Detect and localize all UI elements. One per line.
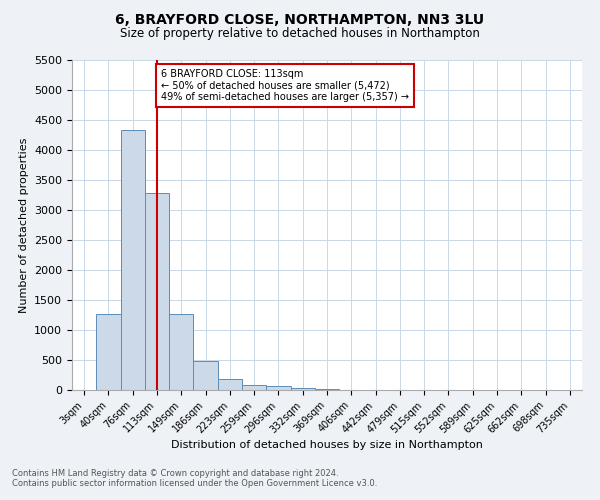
Y-axis label: Number of detached properties: Number of detached properties — [19, 138, 29, 312]
Bar — [169, 314, 193, 390]
Text: 6 BRAYFORD CLOSE: 113sqm
← 50% of detached houses are smaller (5,472)
49% of sem: 6 BRAYFORD CLOSE: 113sqm ← 50% of detach… — [161, 69, 409, 102]
Bar — [266, 386, 290, 390]
Bar — [242, 384, 266, 390]
X-axis label: Distribution of detached houses by size in Northampton: Distribution of detached houses by size … — [171, 440, 483, 450]
Bar — [290, 388, 315, 390]
Bar — [145, 192, 169, 390]
Bar — [193, 361, 218, 390]
Text: Contains public sector information licensed under the Open Government Licence v3: Contains public sector information licen… — [12, 478, 377, 488]
Bar — [96, 314, 121, 390]
Text: Size of property relative to detached houses in Northampton: Size of property relative to detached ho… — [120, 28, 480, 40]
Text: 6, BRAYFORD CLOSE, NORTHAMPTON, NN3 3LU: 6, BRAYFORD CLOSE, NORTHAMPTON, NN3 3LU — [115, 12, 485, 26]
Bar — [121, 130, 145, 390]
Text: Contains HM Land Registry data © Crown copyright and database right 2024.: Contains HM Land Registry data © Crown c… — [12, 468, 338, 477]
Bar — [218, 378, 242, 390]
